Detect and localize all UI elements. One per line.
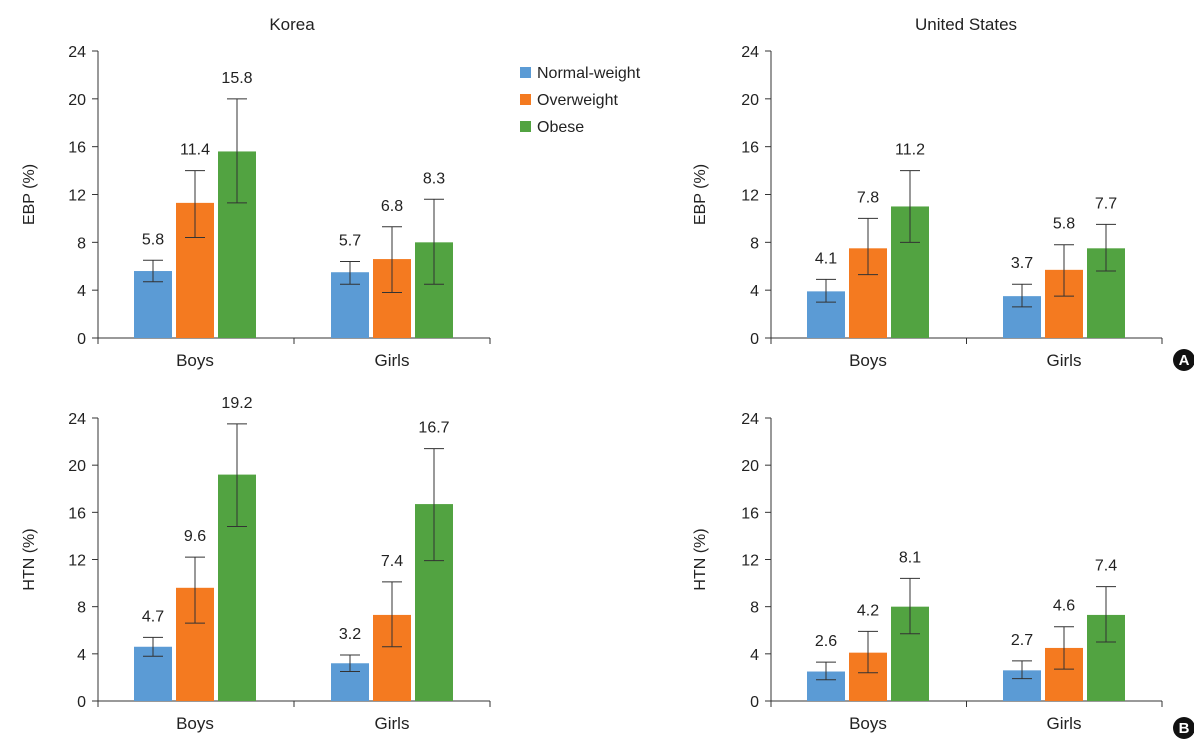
y-tick-label: 8 (750, 235, 759, 252)
y-tick-label: 20 (741, 92, 759, 109)
chart-panel-3: 0 4 8 12 16 20 24 HTN (%) Boys Girls 4.7 3.2 9.6 7.4 1… (21, 395, 491, 733)
legend-label-obese: Obese (537, 119, 584, 136)
data-label: 4.1 (815, 250, 837, 267)
y-tick-label: 20 (68, 92, 86, 109)
data-label: 15.8 (221, 70, 252, 87)
chart-panel-1: 0 4 8 12 16 20 24 EBP (%) Korea Boys Girls 5.8 5.7 11… (21, 15, 491, 370)
data-label: 7.8 (857, 189, 879, 206)
data-label: 5.7 (339, 232, 361, 249)
y-tick-label: 12 (68, 553, 86, 570)
panel-badge-b: B (1173, 717, 1194, 739)
data-label: 4.6 (1053, 598, 1075, 615)
y-tick-label: 24 (741, 44, 759, 61)
data-label: 5.8 (142, 231, 164, 248)
y-tick-label: 4 (750, 283, 759, 300)
y-axis-label: EBP (%) (692, 164, 709, 225)
data-label: 8.3 (423, 170, 445, 187)
chart-title: United States (915, 15, 1017, 34)
y-tick-label: 20 (741, 458, 759, 475)
y-tick-label: 0 (750, 694, 759, 711)
data-label: 2.7 (1011, 632, 1033, 649)
x-category-label: Boys (849, 351, 887, 370)
x-category-label: Girls (375, 351, 410, 370)
data-label: 11.4 (180, 142, 210, 159)
legend-swatch-obese (520, 121, 531, 132)
legend: Normal-weight Overweight Obese (520, 65, 641, 136)
data-label: 6.8 (381, 198, 403, 215)
data-label: 7.4 (381, 553, 403, 570)
y-tick-label: 0 (77, 331, 86, 348)
y-tick-label: 4 (750, 647, 759, 664)
data-label: 3.7 (1011, 255, 1033, 272)
y-tick-label: 24 (68, 44, 86, 61)
chart-title: Korea (269, 15, 315, 34)
legend-swatch-normal (520, 67, 531, 78)
y-axis-label: EBP (%) (21, 164, 38, 225)
y-axis-label: HTN (%) (21, 528, 38, 590)
panel-label-b: B (1179, 720, 1190, 737)
data-label: 16.7 (418, 420, 449, 437)
y-tick-label: 16 (68, 140, 86, 157)
y-axis-label: HTN (%) (692, 528, 709, 590)
data-label: 3.2 (339, 626, 361, 643)
y-tick-label: 8 (77, 235, 86, 252)
data-label: 7.4 (1095, 558, 1117, 575)
x-category-label: Boys (849, 714, 887, 733)
y-tick-label: 4 (77, 283, 86, 300)
y-tick-label: 16 (68, 505, 86, 522)
panel-badge-a: A (1173, 349, 1194, 371)
data-label: 8.1 (899, 549, 921, 566)
x-category-label: Girls (375, 714, 410, 733)
data-label: 4.7 (142, 608, 164, 625)
y-tick-label: 16 (741, 140, 759, 157)
y-tick-label: 20 (68, 458, 86, 475)
y-tick-label: 12 (741, 188, 759, 205)
y-tick-label: 12 (741, 553, 759, 570)
data-label: 9.6 (184, 528, 206, 545)
data-label: 5.8 (1053, 216, 1075, 233)
data-label: 2.6 (815, 633, 837, 650)
y-tick-label: 8 (77, 600, 86, 617)
y-tick-label: 4 (77, 647, 86, 664)
data-label: 19.2 (221, 395, 252, 412)
panel-label-a: A (1179, 352, 1190, 369)
panels-group: 0 4 8 12 16 20 24 EBP (%) Korea Boys Girls 5.8 5.7 11… (21, 15, 1163, 733)
y-tick-label: 16 (741, 505, 759, 522)
chart-panel-4: 0 4 8 12 16 20 24 HTN (%) Boys Girls 2.6 2.7 4.2 4.6 8… (692, 411, 1163, 733)
y-tick-label: 12 (68, 188, 86, 205)
x-category-label: Girls (1047, 714, 1082, 733)
legend-swatch-overweight (520, 94, 531, 105)
x-category-label: Boys (176, 714, 214, 733)
y-tick-label: 24 (741, 411, 759, 428)
y-tick-label: 24 (68, 411, 86, 428)
data-label: 7.7 (1095, 195, 1117, 212)
chart-panel-2: 0 4 8 12 16 20 24 EBP (%) United States Boys Girls… (692, 15, 1163, 370)
legend-label-overweight: Overweight (537, 92, 618, 109)
data-label: 11.2 (895, 142, 925, 159)
y-tick-label: 0 (750, 331, 759, 348)
x-category-label: Boys (176, 351, 214, 370)
x-category-label: Girls (1047, 351, 1082, 370)
data-label: 4.2 (857, 602, 879, 619)
y-tick-label: 0 (77, 694, 86, 711)
legend-label-normal: Normal-weight (537, 65, 641, 82)
y-tick-label: 8 (750, 600, 759, 617)
